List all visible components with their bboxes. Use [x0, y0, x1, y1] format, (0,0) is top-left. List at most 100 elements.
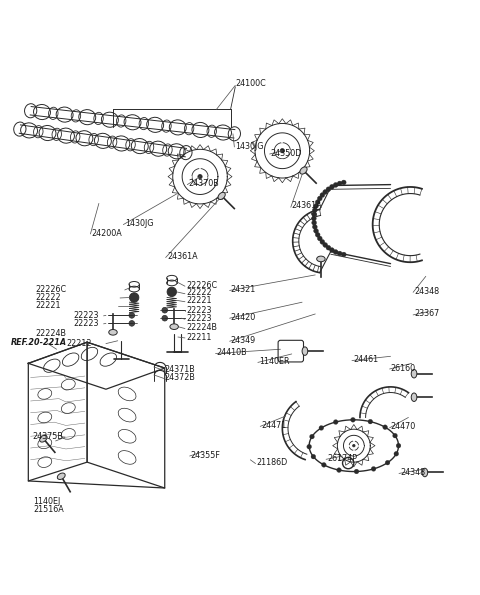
Circle shape — [354, 469, 359, 474]
Circle shape — [334, 419, 338, 424]
Text: 22221: 22221 — [186, 296, 211, 305]
Circle shape — [337, 251, 342, 256]
Circle shape — [322, 462, 326, 467]
Circle shape — [198, 174, 202, 178]
Ellipse shape — [411, 393, 417, 402]
Text: 22211: 22211 — [186, 333, 211, 342]
Ellipse shape — [57, 473, 65, 480]
Text: 22224B: 22224B — [36, 329, 66, 338]
Circle shape — [317, 236, 322, 241]
Circle shape — [162, 315, 168, 321]
Text: 21186D: 21186D — [256, 458, 288, 467]
Ellipse shape — [218, 192, 225, 199]
Circle shape — [320, 240, 324, 244]
Circle shape — [394, 452, 398, 456]
Text: 24361A: 24361A — [292, 201, 323, 210]
Circle shape — [314, 203, 318, 208]
Text: 24350D: 24350D — [271, 149, 302, 158]
Ellipse shape — [317, 256, 325, 262]
Text: 1140ER: 1140ER — [259, 357, 289, 366]
Text: 24461: 24461 — [353, 355, 378, 364]
Text: 22226C: 22226C — [36, 286, 67, 295]
Circle shape — [383, 425, 387, 430]
Circle shape — [341, 252, 346, 257]
Text: 24375B: 24375B — [32, 432, 63, 441]
Ellipse shape — [302, 347, 308, 355]
Circle shape — [393, 433, 397, 438]
Text: 21516A: 21516A — [33, 505, 64, 513]
Circle shape — [320, 193, 324, 198]
Circle shape — [323, 190, 327, 195]
Ellipse shape — [411, 369, 417, 378]
Text: 22223: 22223 — [186, 306, 211, 315]
Text: 22223: 22223 — [73, 320, 98, 328]
Circle shape — [350, 418, 355, 422]
Text: 24200A: 24200A — [92, 228, 122, 237]
Text: 22222: 22222 — [36, 293, 61, 302]
Circle shape — [353, 444, 355, 447]
Circle shape — [307, 444, 312, 449]
Text: 1430JG: 1430JG — [125, 219, 153, 228]
Circle shape — [333, 250, 338, 254]
Circle shape — [317, 196, 322, 201]
Text: 24355F: 24355F — [191, 450, 220, 459]
Circle shape — [396, 443, 401, 448]
Circle shape — [336, 468, 341, 472]
Text: 24370B: 24370B — [188, 179, 219, 188]
Circle shape — [385, 461, 390, 465]
Text: 22223: 22223 — [186, 314, 211, 322]
Circle shape — [130, 293, 139, 302]
Circle shape — [280, 149, 285, 153]
Circle shape — [326, 245, 331, 250]
Text: 24348: 24348 — [414, 287, 439, 296]
Text: 22222: 22222 — [186, 289, 212, 298]
Circle shape — [167, 287, 177, 296]
Text: 23367: 23367 — [414, 309, 439, 318]
Text: 24470: 24470 — [391, 422, 416, 431]
Circle shape — [129, 321, 134, 326]
Circle shape — [319, 425, 324, 430]
Text: 24321: 24321 — [230, 285, 256, 294]
Ellipse shape — [170, 324, 179, 330]
Ellipse shape — [109, 330, 117, 335]
Circle shape — [129, 312, 134, 318]
Circle shape — [326, 187, 331, 192]
Circle shape — [333, 183, 338, 187]
Text: REF.20-221A: REF.20-221A — [11, 338, 67, 347]
Circle shape — [323, 243, 327, 248]
Text: 24349: 24349 — [230, 336, 256, 345]
Circle shape — [368, 419, 372, 424]
Circle shape — [330, 248, 334, 252]
Text: 22223: 22223 — [73, 311, 98, 320]
Circle shape — [341, 180, 346, 185]
Circle shape — [162, 308, 168, 313]
Circle shape — [312, 220, 316, 225]
Circle shape — [330, 184, 334, 189]
Text: 24348: 24348 — [400, 468, 425, 477]
Text: 24471: 24471 — [261, 421, 287, 430]
Circle shape — [312, 212, 316, 217]
Text: 1430JG: 1430JG — [235, 142, 264, 151]
Circle shape — [315, 233, 320, 237]
Circle shape — [312, 224, 317, 229]
Text: 1140EJ: 1140EJ — [33, 497, 60, 506]
Text: 24410B: 24410B — [216, 348, 247, 357]
Circle shape — [312, 216, 316, 221]
Ellipse shape — [40, 435, 47, 442]
Text: 22226C: 22226C — [186, 281, 217, 290]
Text: 22221: 22221 — [36, 302, 61, 311]
Circle shape — [337, 181, 342, 186]
Text: 24100C: 24100C — [235, 80, 266, 89]
Text: 26174P: 26174P — [327, 454, 357, 463]
Circle shape — [312, 208, 317, 212]
Text: 26160: 26160 — [391, 364, 416, 372]
Ellipse shape — [422, 468, 428, 477]
Circle shape — [314, 228, 318, 233]
Circle shape — [315, 200, 320, 205]
Circle shape — [371, 466, 376, 471]
Text: 22224B: 22224B — [186, 323, 217, 332]
Text: 22212: 22212 — [66, 339, 92, 348]
Text: 24371B: 24371B — [165, 365, 195, 374]
Circle shape — [310, 434, 314, 439]
Circle shape — [311, 455, 316, 459]
